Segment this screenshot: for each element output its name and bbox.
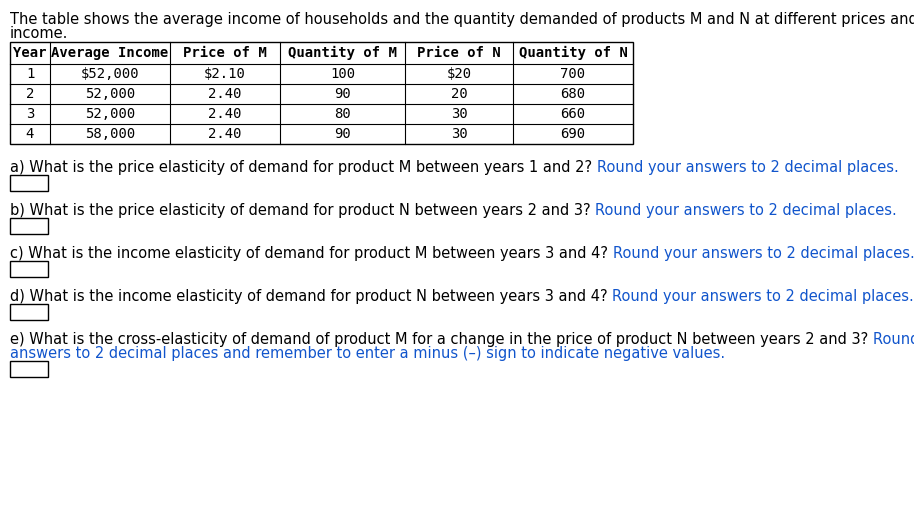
Text: Round your answers to 2 decimal places.: Round your answers to 2 decimal places.: [612, 289, 914, 304]
Text: 4: 4: [26, 127, 34, 141]
Text: Round your answers to 2 decimal places.: Round your answers to 2 decimal places.: [597, 160, 898, 175]
Text: Year: Year: [13, 46, 47, 60]
Text: 2.40: 2.40: [208, 127, 241, 141]
Text: 680: 680: [560, 87, 586, 101]
Text: c) What is the income elasticity of demand for product M between years 3 and 4?: c) What is the income elasticity of dema…: [10, 246, 612, 261]
Text: 30: 30: [451, 127, 467, 141]
Text: $2.10: $2.10: [204, 67, 246, 81]
Bar: [10, 361, 48, 377]
Text: 52,000: 52,000: [85, 87, 135, 101]
Text: Price of M: Price of M: [183, 46, 267, 60]
Text: Quantity of M: Quantity of M: [288, 46, 397, 60]
Text: Round your: Round your: [873, 332, 914, 347]
Text: 90: 90: [335, 87, 351, 101]
Text: 52,000: 52,000: [85, 107, 135, 121]
Text: 2.40: 2.40: [208, 107, 241, 121]
Text: 80: 80: [335, 107, 351, 121]
Text: Price of N: Price of N: [417, 46, 501, 60]
Text: e) What is the cross-elasticity of demand of product M for a change in the price: e) What is the cross-elasticity of deman…: [10, 332, 873, 347]
Text: 700: 700: [560, 67, 586, 81]
Text: The table shows the average income of households and the quantity demanded of pr: The table shows the average income of ho…: [10, 12, 914, 27]
Text: $52,000: $52,000: [80, 67, 139, 81]
Text: income.: income.: [10, 26, 69, 41]
Bar: [10, 261, 48, 277]
Bar: [10, 42, 633, 144]
Text: Round your answers to 2 decimal places.: Round your answers to 2 decimal places.: [612, 246, 914, 261]
Text: 3: 3: [26, 107, 34, 121]
Text: 2.40: 2.40: [208, 87, 241, 101]
Text: 660: 660: [560, 107, 586, 121]
Text: answers to 2 decimal places and remember to enter a minus (–) sign to indicate n: answers to 2 decimal places and remember…: [10, 346, 725, 361]
Bar: [10, 304, 48, 320]
Text: 1: 1: [26, 67, 34, 81]
Text: d) What is the income elasticity of demand for product N between years 3 and 4?: d) What is the income elasticity of dema…: [10, 289, 612, 304]
Text: 58,000: 58,000: [85, 127, 135, 141]
Text: 100: 100: [330, 67, 355, 81]
Text: $20: $20: [446, 67, 472, 81]
Text: b) What is the price elasticity of demand for product N between years 2 and 3?: b) What is the price elasticity of deman…: [10, 203, 595, 218]
Text: 90: 90: [335, 127, 351, 141]
Text: a) What is the price elasticity of demand for product M between years 1 and 2?: a) What is the price elasticity of deman…: [10, 160, 597, 175]
Text: 20: 20: [451, 87, 467, 101]
Text: 2: 2: [26, 87, 34, 101]
Bar: [10, 218, 48, 234]
Text: 690: 690: [560, 127, 586, 141]
Text: Average Income: Average Income: [51, 46, 168, 60]
Text: 30: 30: [451, 107, 467, 121]
Text: Quantity of N: Quantity of N: [518, 46, 627, 60]
Bar: [10, 175, 48, 191]
Text: Round your answers to 2 decimal places.: Round your answers to 2 decimal places.: [595, 203, 897, 218]
